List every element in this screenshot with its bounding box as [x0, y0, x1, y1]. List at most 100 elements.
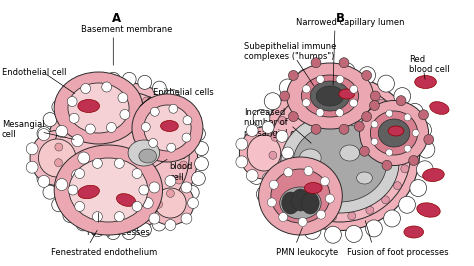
Ellipse shape — [45, 82, 198, 230]
Circle shape — [329, 213, 337, 221]
Circle shape — [167, 143, 176, 152]
Circle shape — [316, 109, 324, 117]
Ellipse shape — [53, 91, 189, 221]
Ellipse shape — [78, 185, 100, 199]
Text: Basement membrane: Basement membrane — [81, 25, 172, 34]
Circle shape — [394, 88, 410, 105]
Circle shape — [318, 64, 334, 81]
Circle shape — [56, 125, 68, 138]
Circle shape — [81, 84, 91, 94]
Circle shape — [92, 158, 102, 168]
Circle shape — [306, 92, 314, 100]
Circle shape — [188, 197, 199, 209]
Circle shape — [338, 63, 355, 80]
Ellipse shape — [38, 139, 76, 177]
Circle shape — [107, 122, 116, 132]
Circle shape — [418, 141, 435, 158]
Circle shape — [246, 169, 258, 181]
Circle shape — [271, 133, 279, 141]
Circle shape — [336, 109, 344, 117]
Text: Fusion of foot processes: Fusion of foot processes — [347, 248, 448, 257]
Circle shape — [185, 185, 199, 200]
Circle shape — [186, 113, 200, 127]
Circle shape — [403, 147, 411, 155]
Ellipse shape — [356, 172, 373, 184]
Circle shape — [378, 75, 394, 92]
Circle shape — [92, 212, 102, 222]
Text: Red
blood cell: Red blood cell — [409, 55, 449, 74]
Circle shape — [137, 223, 151, 237]
Circle shape — [366, 206, 374, 214]
Ellipse shape — [282, 192, 300, 214]
Circle shape — [245, 148, 262, 165]
Circle shape — [59, 128, 67, 136]
Text: Endothelial cell: Endothelial cell — [2, 68, 66, 77]
Circle shape — [339, 124, 349, 134]
Circle shape — [56, 178, 68, 191]
Ellipse shape — [423, 168, 444, 182]
Circle shape — [72, 135, 83, 147]
Circle shape — [262, 173, 274, 185]
Ellipse shape — [128, 140, 160, 166]
Circle shape — [350, 85, 358, 93]
Circle shape — [68, 185, 78, 195]
Circle shape — [138, 75, 152, 89]
Circle shape — [72, 169, 83, 181]
Circle shape — [281, 185, 289, 193]
Ellipse shape — [339, 89, 355, 99]
Circle shape — [304, 222, 321, 239]
Circle shape — [149, 182, 160, 193]
Circle shape — [78, 152, 90, 164]
Circle shape — [285, 214, 302, 231]
Ellipse shape — [417, 203, 440, 217]
Circle shape — [91, 75, 105, 89]
Ellipse shape — [68, 83, 129, 133]
Circle shape — [180, 145, 188, 153]
Circle shape — [400, 129, 407, 137]
Circle shape — [407, 103, 423, 120]
Circle shape — [165, 90, 180, 103]
Circle shape — [177, 198, 191, 212]
Circle shape — [66, 188, 74, 196]
Ellipse shape — [360, 101, 428, 165]
Circle shape — [386, 149, 392, 156]
Ellipse shape — [300, 149, 321, 167]
Circle shape — [393, 182, 401, 190]
Circle shape — [371, 138, 378, 145]
Circle shape — [37, 171, 51, 185]
Circle shape — [346, 225, 362, 242]
Text: PMN leukocyte: PMN leukocyte — [276, 248, 338, 257]
Circle shape — [317, 75, 324, 83]
Ellipse shape — [117, 194, 136, 206]
Circle shape — [43, 113, 57, 127]
Circle shape — [155, 200, 163, 208]
Circle shape — [267, 198, 276, 207]
Ellipse shape — [155, 188, 186, 218]
Circle shape — [165, 176, 176, 186]
Ellipse shape — [269, 84, 411, 222]
Circle shape — [419, 110, 428, 120]
Circle shape — [391, 113, 399, 120]
Ellipse shape — [260, 76, 419, 231]
Circle shape — [362, 111, 372, 122]
Circle shape — [52, 100, 66, 114]
Circle shape — [76, 81, 90, 95]
Circle shape — [38, 129, 50, 141]
Circle shape — [140, 208, 148, 216]
Circle shape — [246, 124, 258, 136]
Circle shape — [181, 213, 192, 224]
Circle shape — [399, 196, 415, 213]
Circle shape — [195, 157, 209, 171]
Text: Epithelial cells: Epithelial cells — [153, 88, 213, 97]
Circle shape — [320, 177, 329, 186]
Circle shape — [152, 217, 166, 231]
Circle shape — [339, 58, 349, 68]
Circle shape — [67, 97, 77, 106]
Circle shape — [276, 130, 288, 142]
Circle shape — [355, 122, 364, 131]
Circle shape — [279, 213, 288, 222]
Circle shape — [290, 102, 298, 110]
Ellipse shape — [30, 131, 84, 185]
Circle shape — [55, 159, 63, 167]
Ellipse shape — [259, 157, 342, 235]
